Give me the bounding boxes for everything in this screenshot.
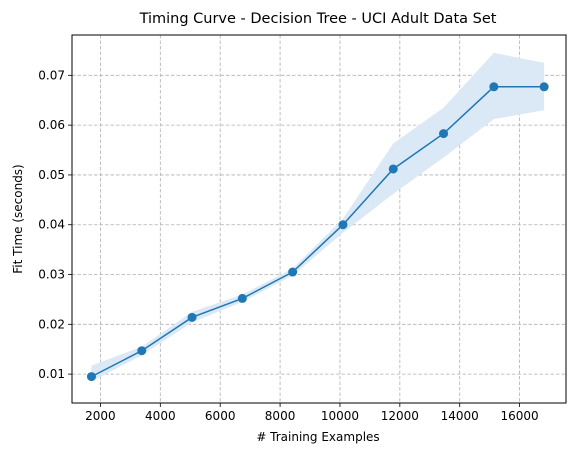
- y-tick-label: 0.02: [38, 317, 65, 331]
- x-tick-label: 2000: [85, 409, 116, 423]
- data-point: [439, 129, 449, 139]
- y-tick-label: 0.05: [38, 168, 65, 182]
- data-point: [137, 346, 147, 356]
- y-tick-label: 0.07: [38, 68, 65, 82]
- data-point: [539, 82, 549, 92]
- series-line: [91, 86, 545, 378]
- y-tick-label: 0.01: [38, 367, 65, 381]
- x-axis-label: # Training Examples: [256, 430, 379, 444]
- x-tick-label: 10000: [321, 409, 359, 423]
- data-point: [187, 312, 197, 322]
- plot-frame: [71, 34, 567, 404]
- data-point: [237, 293, 247, 303]
- x-axis-ticks: 2000 4000 6000 8000 10000 12000 14000 16000: [85, 403, 539, 423]
- confidence-band: [91, 52, 545, 382]
- x-tick-label: 4000: [145, 409, 176, 423]
- y-axis-ticks: 0.01 0.02 0.03 0.04 0.05 0.06 0.07: [38, 68, 72, 381]
- y-tick-label: 0.06: [38, 118, 65, 132]
- data-point: [388, 164, 398, 174]
- y-axis-label: Fit Time (seconds): [11, 164, 25, 273]
- x-tick-label: 16000: [501, 409, 539, 423]
- data-point: [338, 220, 348, 230]
- data-point: [489, 82, 499, 92]
- data-point: [288, 267, 298, 277]
- chart-title: Timing Curve - Decision Tree - UCI Adult…: [139, 11, 497, 27]
- data-point: [86, 372, 96, 382]
- x-tick-label: 6000: [205, 409, 236, 423]
- y-tick-label: 0.04: [38, 218, 65, 232]
- y-tick-label: 0.03: [38, 268, 65, 282]
- x-tick-label: 8000: [265, 409, 296, 423]
- data-points: [86, 82, 549, 382]
- x-tick-label: 14000: [441, 409, 479, 423]
- x-tick-label: 12000: [381, 409, 419, 423]
